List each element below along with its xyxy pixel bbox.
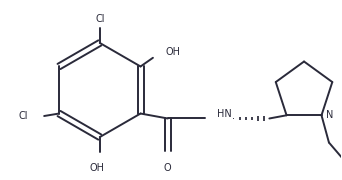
- Text: N: N: [327, 110, 334, 120]
- Text: OH: OH: [90, 163, 105, 173]
- Text: O: O: [164, 163, 172, 173]
- Text: OH: OH: [165, 47, 180, 57]
- Text: Cl: Cl: [18, 111, 28, 121]
- Text: Cl: Cl: [95, 14, 105, 24]
- Text: HN: HN: [217, 109, 232, 119]
